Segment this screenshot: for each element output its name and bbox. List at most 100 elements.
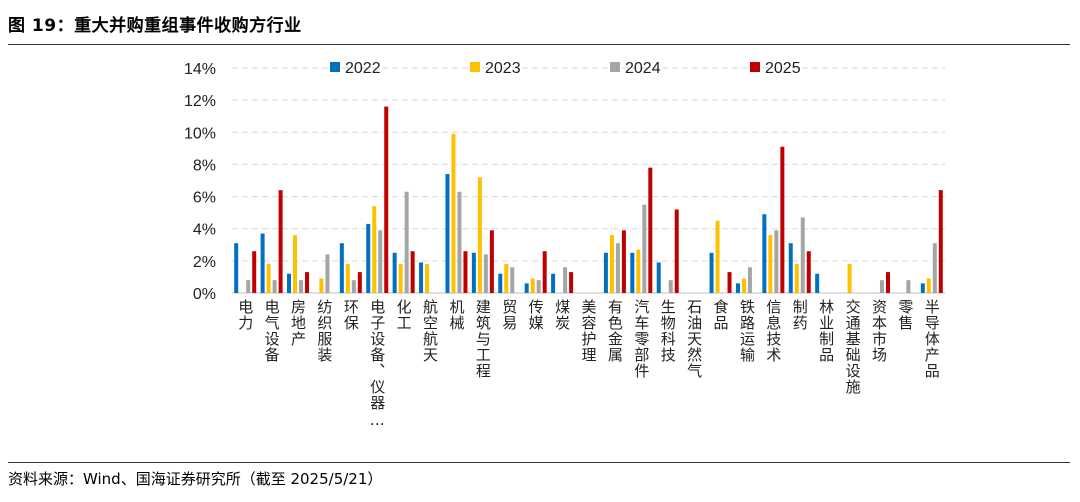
title-divider	[8, 44, 1070, 45]
bar-2024	[615, 243, 620, 293]
x-tick-label: 交通基础设施	[844, 298, 862, 395]
bar-2024	[879, 280, 884, 293]
bar-2024	[510, 267, 515, 293]
x-tick-label: 传媒	[527, 299, 545, 331]
bar-2022	[815, 273, 820, 293]
bar-2025	[885, 272, 890, 293]
bar-2023	[372, 206, 377, 293]
bar-2022	[445, 174, 450, 293]
gridlines	[232, 67, 945, 294]
bar-2025	[569, 272, 574, 293]
bar-2025	[410, 251, 415, 293]
x-tick-label: 信息技术	[764, 299, 782, 363]
bar-2022	[735, 283, 740, 293]
bar-2022	[524, 283, 529, 293]
bar-2025	[384, 106, 389, 293]
x-tick-label: 资本市场	[870, 299, 888, 363]
bar-2025	[938, 190, 943, 293]
y-tick-label: 8%	[193, 157, 216, 174]
x-tick-label: 汽车零部件	[632, 299, 650, 379]
bar-2022	[419, 262, 424, 293]
bar-2023	[636, 249, 641, 293]
source-note: 资料来源：Wind、国海证券研究所（截至 2025/5/21）	[8, 470, 383, 488]
x-tick-label: 化工	[395, 299, 413, 331]
bar-2023	[715, 220, 720, 293]
bar-2024	[932, 243, 937, 293]
bar-2024	[747, 267, 752, 293]
bar-2024	[906, 280, 911, 293]
footer-divider	[8, 462, 1070, 463]
bar-2022	[287, 273, 292, 293]
y-axis-ticks: 0% 2% 4% 6% 8% 10% 12% 14%	[184, 61, 216, 303]
legend-label: 2022	[345, 60, 381, 77]
x-tick-label: 美容护理	[580, 299, 598, 363]
legend-swatch	[750, 62, 760, 72]
x-tick-label: 房地产	[289, 299, 307, 347]
bar-2022	[260, 233, 265, 293]
x-tick-label: 电子设备、仪器…	[368, 299, 386, 430]
x-tick-label: 纺织服装	[315, 299, 333, 363]
bar-2024	[299, 280, 304, 293]
legend-label: 2025	[765, 60, 801, 77]
bar-2022	[339, 243, 344, 293]
bar-2023	[425, 264, 430, 293]
figure-title: 图 19：重大并购重组事件收购方行业	[8, 16, 302, 36]
x-tick-label: 航空航天	[421, 299, 439, 363]
bar-2025	[489, 230, 494, 293]
bar-2023	[794, 264, 799, 293]
x-tick-label: 林业制品	[817, 299, 835, 363]
bar-2024	[351, 280, 356, 293]
bar-2024	[272, 280, 277, 293]
legend: 2022 2023 2024 2025	[330, 60, 801, 77]
x-tick-label: 零售	[896, 299, 914, 331]
y-tick-label: 4%	[193, 222, 216, 239]
y-tick-label: 0%	[193, 286, 216, 303]
bar-2024	[457, 191, 462, 293]
x-tick-label: 石油天然气	[685, 299, 703, 379]
bar-2023	[847, 264, 852, 293]
bar-2022	[630, 252, 635, 293]
bar-2023	[768, 235, 773, 293]
bar-2024	[325, 254, 330, 293]
bar-2025	[806, 251, 811, 293]
y-tick-label: 12%	[184, 93, 216, 110]
bar-2024	[483, 254, 488, 293]
x-tick-label: 制药	[791, 299, 809, 331]
bar-2025	[252, 251, 257, 293]
bar-2023	[530, 278, 535, 293]
legend-swatch	[610, 62, 620, 72]
bar-2023	[741, 278, 746, 293]
bar-2025	[780, 146, 785, 293]
bar-2023	[319, 278, 324, 293]
x-tick-label: 铁路运输	[738, 299, 756, 363]
bar-2024	[668, 280, 673, 293]
bar-2022	[603, 252, 608, 293]
bar-2024	[378, 230, 383, 293]
legend-label: 2024	[625, 60, 661, 77]
bar-2022	[234, 243, 239, 293]
bar-2024	[404, 191, 409, 293]
bar-2022	[920, 283, 925, 293]
x-axis-labels: 电力 电气设备 房地产 纺织服装 环保 电子设备、仪器… 化工 航空航天 机械 建筑与工程 贸易 传媒…	[236, 298, 941, 430]
bar-2025	[305, 272, 310, 293]
legend-swatch	[330, 62, 340, 72]
x-tick-label: 生物科技	[659, 299, 677, 363]
bar-2024	[563, 267, 568, 293]
bar-2025	[278, 190, 283, 293]
x-tick-label: 环保	[342, 299, 360, 331]
bar-2023	[926, 278, 931, 293]
x-tick-label: 食品	[712, 299, 730, 331]
bar-2022	[392, 252, 397, 293]
bar-2022	[709, 252, 714, 293]
x-tick-label: 建筑与工程	[474, 299, 492, 379]
bar-2025	[357, 272, 362, 293]
bar-2025	[621, 230, 626, 293]
bar-2025	[648, 167, 653, 293]
bar-2023	[504, 264, 509, 293]
bar-2023	[293, 235, 298, 293]
legend-swatch	[470, 62, 480, 72]
bar-2024	[536, 280, 541, 293]
bar-2022	[366, 223, 371, 293]
bar-2023	[477, 177, 482, 293]
bar-2025	[674, 209, 679, 293]
